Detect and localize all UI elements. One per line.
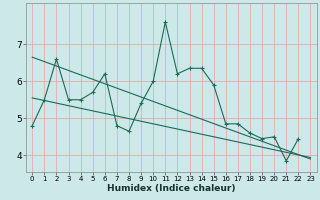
X-axis label: Humidex (Indice chaleur): Humidex (Indice chaleur) <box>107 184 236 193</box>
